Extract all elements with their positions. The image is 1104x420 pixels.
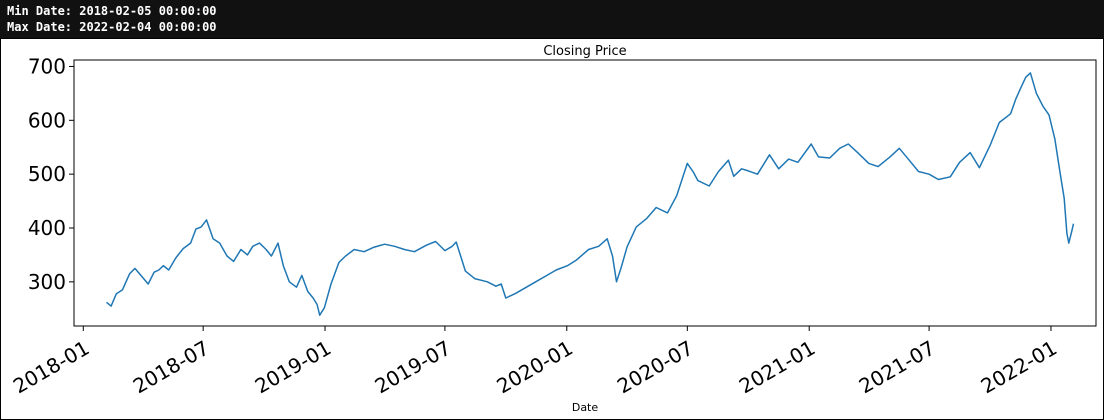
x-tick-label: 2018-01 (9, 336, 93, 399)
x-tick-label: 2020-07 (613, 336, 697, 399)
x-tick-label: 2018-07 (129, 336, 213, 399)
x-tick-label: 2022-01 (977, 336, 1061, 399)
y-tick-label: 400 (28, 216, 66, 240)
console-output: Min Date: 2018-02-05 00:00:00 Max Date: … (0, 0, 1104, 38)
y-tick-label: 700 (28, 54, 66, 78)
y-tick-label: 500 (28, 162, 66, 186)
y-tick-label: 600 (28, 108, 66, 132)
x-tick-label: 2021-01 (735, 336, 819, 399)
axes-frame (73, 59, 1097, 327)
min-date-line: Min Date: 2018-02-05 00:00:00 (7, 4, 217, 18)
x-tick-label: 2019-01 (251, 336, 335, 399)
chart-figure: Closing Price 300 400 500 600 700 2018-01 201… (0, 38, 1104, 420)
max-date-line: Max Date: 2022-02-04 00:00:00 (7, 20, 217, 34)
x-tick-label: 2020-01 (493, 336, 577, 399)
x-tick-label: 2021-07 (855, 336, 939, 399)
x-axis-label: Date (572, 401, 599, 414)
x-tick-label: 2019-07 (371, 336, 455, 399)
closing-price-line (106, 72, 1075, 316)
y-tick-label: 300 (28, 270, 66, 294)
chart-title: Closing Price (543, 44, 626, 59)
y-axis: 300 400 500 600 700 (28, 54, 74, 294)
series-layer (106, 72, 1075, 316)
x-axis: 2018-01 2018-07 2019-01 2019-07 2020-01 2020-… (9, 326, 1061, 398)
